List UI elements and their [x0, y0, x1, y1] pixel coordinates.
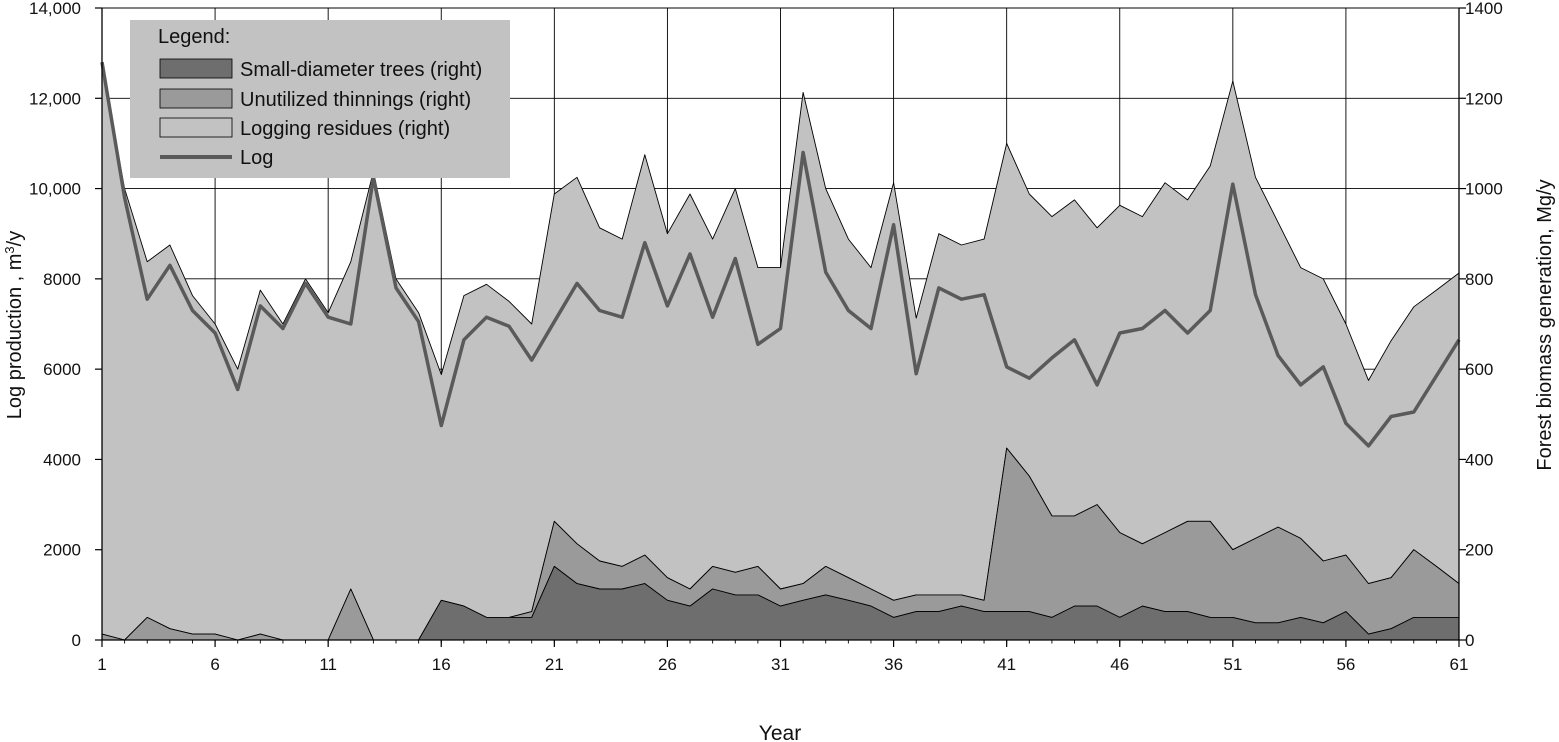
tick-labels: 1 6 11 16 21 26 31 36 41 46 51 56 610200040006000800…	[29, 0, 1503, 674]
y2-tick-label: 0	[1465, 631, 1474, 650]
y-tick-label: 10,000	[29, 180, 81, 199]
y2-tick-label: 1200	[1465, 89, 1503, 108]
x-tick-label: 11	[319, 655, 337, 674]
x-tick-label: 51	[1223, 655, 1242, 674]
x-tick-label: 56	[1336, 655, 1355, 674]
x-tick-label: 36	[884, 655, 903, 674]
y2-tick-label: 800	[1465, 270, 1493, 289]
x-tick-label: 46	[1110, 655, 1129, 674]
x-tick-label: 31	[771, 655, 790, 674]
legend-swatch-small-diameter	[159, 58, 233, 79]
x-axis-title: Year	[759, 722, 801, 742]
x-tick-label: 61	[1450, 655, 1469, 674]
y2-tick-label: 1400	[1465, 0, 1503, 18]
y-tick-label: 8000	[43, 270, 81, 289]
legend-label-unutilized: Unutilized thinnings (right)	[240, 89, 471, 111]
y2-tick-label: 200	[1465, 541, 1493, 560]
x-tick-label: 1	[97, 655, 106, 674]
x-tick-label: 41	[997, 655, 1016, 674]
y-tick-label: 0	[72, 631, 81, 650]
y-axis-title-prefix: Log production , m	[4, 254, 26, 420]
legend: Legend: Small-diameter trees (right) Unu…	[130, 20, 510, 178]
y-tick-label: 2000	[43, 541, 81, 560]
legend-label-log: Log	[240, 147, 273, 169]
y-axis-title-suffix: /y	[4, 231, 26, 247]
legend-title: Legend:	[158, 26, 230, 48]
x-tick-label: 26	[658, 655, 677, 674]
y-tick-label: 6000	[43, 360, 81, 379]
x-tick-label: 21	[545, 655, 564, 674]
y-tick-label: 4000	[43, 450, 81, 469]
y2-tick-label: 1000	[1465, 180, 1503, 199]
legend-label-small-diameter: Small-diameter trees (right)	[240, 59, 482, 81]
y-axis-title: Log production , m3/y	[2, 231, 26, 419]
y-tick-label: 14,000	[29, 0, 81, 18]
y2-tick-label: 600	[1465, 360, 1493, 379]
legend-label-residues: Logging residues (right)	[240, 118, 450, 140]
x-tick-label: 6	[210, 655, 219, 674]
legend-swatch-unutilized	[159, 88, 233, 109]
legend-swatch-residues	[159, 117, 233, 138]
axes	[95, 7, 1466, 647]
y-tick-label: 12,000	[29, 89, 81, 108]
log-line-layer	[100, 61, 1461, 448]
y2-axis-title: Forest biomass generation, Mg/y	[1534, 179, 1556, 470]
line-log	[100, 61, 1461, 448]
y-axis-title-sup: 3	[2, 246, 17, 253]
y2-tick-label: 400	[1465, 450, 1493, 469]
x-tick-label: 16	[432, 655, 451, 674]
